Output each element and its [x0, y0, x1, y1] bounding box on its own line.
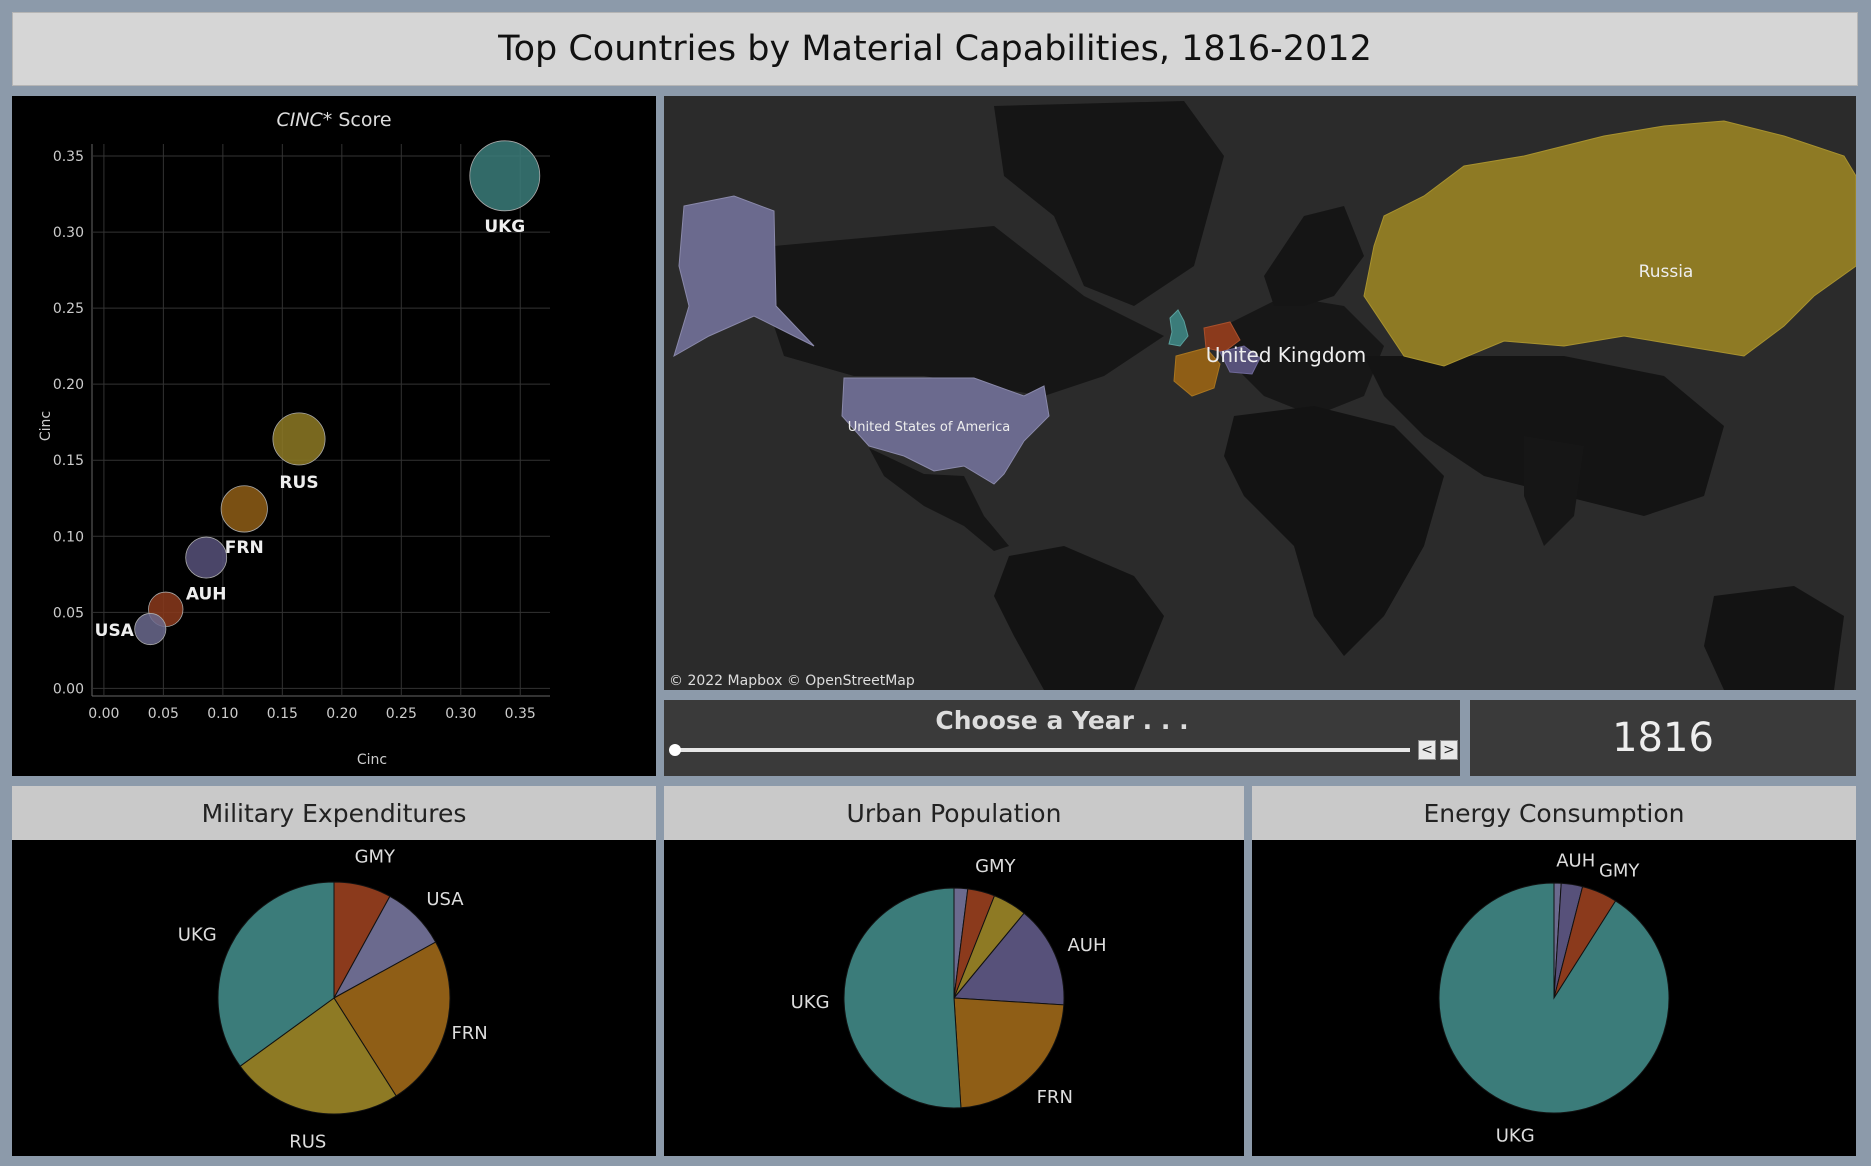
map-austria-hungary[interactable]: [1219, 345, 1261, 375]
pie-slice-frn[interactable]: [953, 997, 1065, 1109]
pie-label: GMY: [1599, 860, 1640, 881]
map-india: [1524, 436, 1584, 546]
cinc-scatter-chart: CINC* Score 0.00 0.05 0.10 0.15 0.20 0.25 0.30…: [38, 109, 550, 768]
scatter-x-tick-label: 0.20: [326, 706, 357, 722]
urban-title: Urban Population: [846, 798, 1062, 828]
scatter-point-label: AUH: [186, 585, 227, 605]
pie-slice-rus[interactable]: [239, 997, 397, 1115]
map-label-usa: United States of America: [848, 420, 1010, 435]
scatter-x-tick-label: 0.30: [445, 706, 476, 722]
dashboard-title: Top Countries by Material Capabilities, …: [498, 29, 1372, 69]
scatter-x-tick-label: 0.35: [505, 706, 536, 722]
scatter-point-usa[interactable]: [134, 613, 167, 646]
military-pie-chart: GMY USA FRN RUS UKG: [178, 846, 488, 1153]
cinc-scatter-panel: CINC* Score 0.00 0.05 0.10 0.15 0.20 0.25 0.30…: [12, 96, 656, 776]
year-next-button[interactable]: >: [1440, 740, 1458, 760]
scatter-point-auh[interactable]: [185, 536, 228, 579]
energy-header: Energy Consumption: [1252, 786, 1856, 840]
scatter-point-ukg[interactable]: [469, 140, 541, 212]
scatter-y-tick-label: 0.05: [53, 605, 84, 621]
military-pie-panel: GMY USA FRN RUS UKG: [12, 840, 656, 1156]
scatter-point-label: UKG: [484, 217, 525, 237]
world-map-panel[interactable]: Russia United Kingdom United States of A…: [664, 96, 1856, 690]
scatter-x-tick-label: 0.05: [148, 706, 179, 722]
map-alaska[interactable]: [673, 195, 815, 358]
scatter-y-tick-label: 0.10: [53, 529, 84, 545]
scatter-point-label: RUS: [279, 473, 318, 493]
scatter-point-label: FRN: [225, 538, 264, 558]
map-australia: [1704, 586, 1844, 690]
urban-pie-panel: GMY AUH FRN UKG: [664, 840, 1244, 1156]
energy-pie-chart: AUH GMY UKG: [1438, 851, 1670, 1146]
scatter-y-tick-label: 0.25: [53, 301, 84, 317]
pie-label: UKG: [791, 992, 830, 1013]
map-greenland: [994, 101, 1224, 306]
year-slider-track[interactable]: [674, 748, 1410, 752]
pie-label: RUS: [289, 1132, 326, 1153]
pie-label: UKG: [1496, 1125, 1535, 1146]
map-uk[interactable]: [1168, 309, 1189, 347]
map-label-uk: United Kingdom: [1206, 343, 1367, 367]
scatter-y-tick-label: 0.00: [53, 681, 84, 697]
pie-label: GMY: [355, 846, 396, 867]
scatter-point-label: USA: [95, 621, 135, 641]
urban-pie-chart: GMY AUH FRN UKG: [791, 856, 1106, 1109]
scatter-x-axis-label: Cinc: [357, 752, 387, 768]
scatter-x-tick-label: 0.00: [88, 706, 119, 722]
pie-label: FRN: [451, 1023, 487, 1044]
map-mexico: [869, 448, 1009, 551]
map-scandinavia: [1264, 206, 1364, 306]
energy-title: Energy Consumption: [1423, 798, 1685, 828]
pie-label: USA: [426, 889, 464, 910]
pie-label: AUH: [1556, 851, 1595, 872]
scatter-point-rus[interactable]: [272, 412, 326, 466]
map-europe: [1224, 296, 1384, 416]
pie-label: UKG: [178, 924, 217, 945]
pie-slice-ukg[interactable]: [1438, 882, 1670, 1114]
map-canada: [764, 226, 1164, 396]
world-map[interactable]: Russia United Kingdom United States of A…: [664, 96, 1856, 690]
year-slider-handle[interactable]: [669, 744, 681, 756]
pie-slice-frn[interactable]: [333, 941, 451, 1097]
pie-label: GMY: [975, 856, 1016, 877]
year-prev-button[interactable]: <: [1418, 740, 1436, 760]
map-attribution[interactable]: © 2022 Mapbox © OpenStreetMap: [669, 673, 915, 689]
scatter-x-tick-label: 0.10: [207, 706, 238, 722]
map-label-russia: Russia: [1639, 262, 1694, 282]
pie-label: AUH: [1067, 935, 1106, 956]
year-selector-label: Choose a Year . . .: [935, 706, 1189, 735]
scatter-y-axis-label: Cinc: [38, 411, 54, 441]
selected-year: 1816: [1612, 715, 1714, 761]
map-south-america: [994, 546, 1164, 690]
scatter-y-tick-label: 0.20: [53, 377, 84, 393]
scatter-x-tick-label: 0.25: [386, 706, 417, 722]
military-title: Military Expenditures: [201, 798, 467, 828]
scatter-y-tick-label: 0.35: [53, 149, 84, 165]
energy-pie-panel: AUH GMY UKG: [1252, 840, 1856, 1156]
urban-header: Urban Population: [664, 786, 1244, 840]
selected-year-box: 1816: [1470, 700, 1856, 776]
scatter-x-tick-labels: 0.00 0.05 0.10 0.15 0.20 0.25 0.30 0.35: [88, 706, 536, 722]
map-germany[interactable]: [1203, 321, 1241, 353]
map-russia[interactable]: [1363, 120, 1856, 367]
map-usa[interactable]: [841, 377, 1050, 485]
scatter-y-tick-label: 0.30: [53, 225, 84, 241]
scatter-point-frn[interactable]: [220, 485, 268, 533]
year-selector-panel: Choose a Year . . . < >: [664, 700, 1460, 776]
map-africa: [1224, 406, 1444, 656]
map-asia: [1364, 356, 1724, 516]
pie-slice-auh[interactable]: [952, 912, 1065, 1006]
scatter-y-tick-labels: 0.00 0.05 0.10 0.15 0.20 0.25 0.30 0.35: [53, 149, 84, 697]
pie-slice-ukg[interactable]: [843, 887, 962, 1109]
dashboard-title-bar: Top Countries by Material Capabilities, …: [12, 12, 1858, 86]
scatter-title: CINC* Score: [276, 109, 391, 131]
military-header: Military Expenditures: [12, 786, 656, 840]
scatter-x-tick-label: 0.15: [267, 706, 298, 722]
scatter-y-tick-label: 0.15: [53, 453, 84, 469]
pie-slice-ukg[interactable]: [217, 881, 335, 1067]
pie-label: FRN: [1037, 1087, 1073, 1108]
scatter-points: UKG RUS FRN AUH USA: [95, 140, 541, 646]
